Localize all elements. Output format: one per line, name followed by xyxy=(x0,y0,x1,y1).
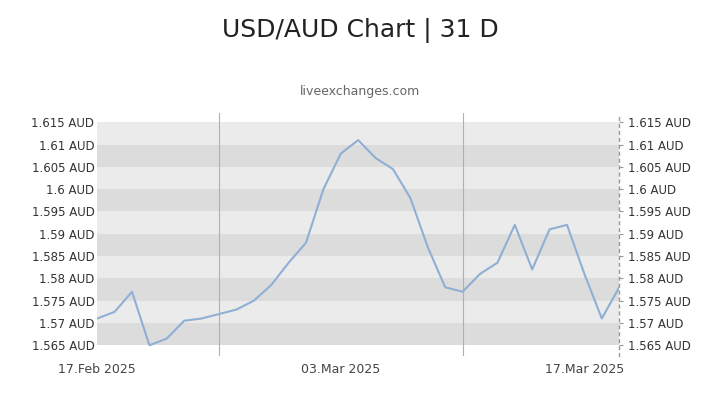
Bar xyxy=(97,278,619,301)
Bar xyxy=(97,189,619,211)
Text: USD/AUD Chart | 31 D: USD/AUD Chart | 31 D xyxy=(222,18,498,43)
Bar xyxy=(97,122,619,145)
Bar xyxy=(97,211,619,234)
Bar xyxy=(97,323,619,345)
Bar xyxy=(97,256,619,278)
Bar xyxy=(97,167,619,189)
Text: liveexchanges.com: liveexchanges.com xyxy=(300,85,420,98)
Bar xyxy=(97,234,619,256)
Bar xyxy=(97,301,619,323)
Bar xyxy=(97,145,619,167)
